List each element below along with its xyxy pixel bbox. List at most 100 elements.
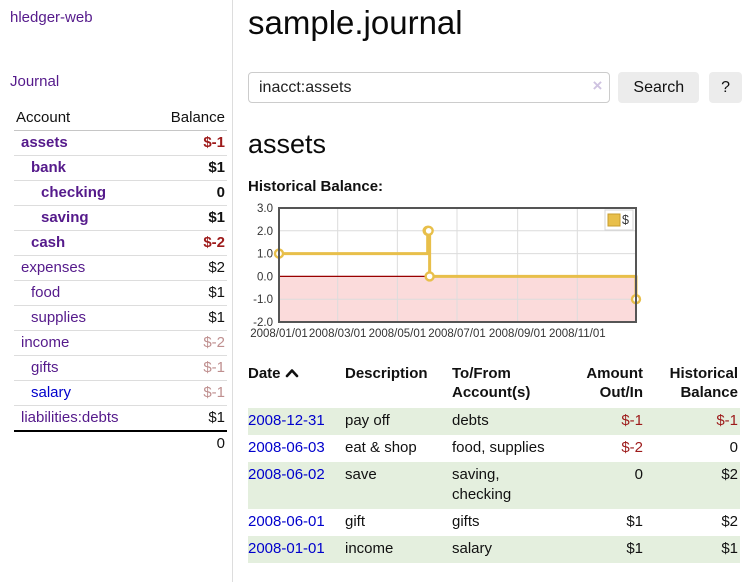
- transaction-description: save: [345, 466, 377, 483]
- register-header-balance: Historical Balance: [669, 365, 738, 401]
- transaction-amount: 0: [634, 466, 643, 483]
- register-header-description: Description: [345, 365, 428, 382]
- account-link-checking[interactable]: checking: [41, 184, 107, 201]
- account-row: bank $1: [14, 156, 227, 181]
- transaction-date-link[interactable]: 2008-12-31: [248, 412, 325, 429]
- register-table: Date Description To/From Account(s) Amou…: [248, 362, 740, 563]
- sidebar-item-journal[interactable]: Journal: [10, 73, 60, 90]
- accounts-total-value: 0: [216, 435, 225, 452]
- transaction-date-link[interactable]: 2008-01-01: [248, 540, 325, 557]
- account-balance: $1: [208, 309, 225, 326]
- sidebar: hledger-web Journal Account Balance asse…: [0, 0, 233, 582]
- transaction-balance: $2: [721, 513, 738, 530]
- account-balance: $-2: [203, 234, 225, 251]
- transaction-accounts: salary: [452, 540, 493, 557]
- x-axis-tick-label: 2008/05/01: [369, 328, 427, 340]
- account-balance: $2: [208, 259, 225, 276]
- x-axis-tick-label: 2008/03/01: [309, 328, 367, 340]
- account-link-bank[interactable]: bank: [31, 159, 67, 176]
- account-link-expenses[interactable]: expenses: [21, 259, 86, 276]
- transaction-balance: $-1: [716, 412, 738, 429]
- transaction-description: gift: [345, 513, 366, 530]
- account-link-cash[interactable]: cash: [31, 234, 66, 251]
- page-title: sample.journal: [248, 4, 463, 41]
- transaction-accounts: saving, checking: [452, 466, 512, 503]
- account-row: cash $-2: [14, 231, 227, 256]
- account-row: supplies $1: [14, 306, 227, 331]
- account-link-gifts[interactable]: gifts: [31, 359, 59, 376]
- transaction-description: income: [345, 540, 394, 557]
- transaction-accounts: food, supplies: [452, 439, 545, 456]
- help-button[interactable]: ?: [709, 72, 742, 103]
- app-title-link[interactable]: hledger-web: [10, 9, 93, 26]
- register-row: 2008-06-03 eat & shop food, supplies $-2 0: [248, 435, 740, 462]
- x-axis-tick-label: 2008/07/01: [428, 328, 486, 340]
- account-balance: $1: [208, 159, 225, 176]
- account-balance: $-1: [203, 359, 225, 376]
- accounts-table-header: Account Balance: [14, 106, 227, 131]
- transaction-date-link[interactable]: 2008-06-03: [248, 439, 325, 456]
- account-link-liabilities-debts[interactable]: liabilities:debts: [21, 409, 119, 426]
- transaction-balance: $2: [721, 466, 738, 483]
- account-link-salary[interactable]: salary: [31, 384, 72, 401]
- transaction-accounts: debts: [452, 412, 489, 429]
- main-content: sample.journal × Search ? assets Histori…: [234, 0, 742, 582]
- account-row: liabilities:debts $1: [14, 406, 227, 432]
- data-point-marker: [424, 271, 435, 282]
- account-row: checking 0: [14, 181, 227, 206]
- y-axis-tick-label: 0.0: [257, 271, 273, 283]
- account-row: salary $-1: [14, 381, 227, 406]
- plot-border: [278, 207, 637, 323]
- account-row: income $-2: [14, 331, 227, 356]
- transaction-amount: $-2: [621, 439, 643, 456]
- y-axis-tick-label: 3.0: [257, 203, 273, 215]
- account-link-assets[interactable]: assets: [21, 134, 68, 151]
- chart-label: Historical Balance:: [248, 178, 384, 195]
- legend-swatch-icon: [607, 213, 621, 227]
- y-axis-tick-label: -2.0: [253, 317, 273, 329]
- clear-search-icon[interactable]: ×: [592, 76, 603, 95]
- transaction-description: pay off: [345, 412, 390, 429]
- y-axis-tick-label: -1.0: [253, 294, 273, 306]
- account-row: gifts $-1: [14, 356, 227, 381]
- register-header-row: Date Description To/From Account(s) Amou…: [248, 362, 740, 408]
- transaction-balance: 0: [729, 439, 738, 456]
- transaction-amount: $1: [626, 540, 643, 557]
- account-balance: $1: [208, 409, 225, 426]
- account-heading: assets: [248, 129, 327, 159]
- account-link-food[interactable]: food: [31, 284, 61, 301]
- account-row: expenses $2: [14, 256, 227, 281]
- register-row: 2008-06-02 save saving, checking 0 $2: [248, 462, 740, 509]
- accounts-table: Account Balance assets $-1 bank $1 checking 0…: [14, 106, 227, 455]
- account-balance: $1: [208, 284, 225, 301]
- register-header-amount: Amount Out/In: [586, 365, 643, 401]
- register-header-date[interactable]: Date: [248, 362, 345, 408]
- sort-ascending-icon: [285, 364, 299, 383]
- search-button[interactable]: Search: [618, 72, 700, 103]
- account-link-supplies[interactable]: supplies: [31, 309, 87, 326]
- search-bar: × Search ?: [248, 72, 742, 103]
- register-row: 2008-06-01 gift gifts $1 $2: [248, 509, 740, 536]
- transaction-date-link[interactable]: 2008-06-02: [248, 466, 325, 483]
- transaction-date-link[interactable]: 2008-06-01: [248, 513, 325, 530]
- search-input[interactable]: [248, 72, 611, 103]
- y-axis-tick-label: 2.0: [257, 226, 273, 238]
- register-row: 2008-01-01 income salary $1 $1: [248, 536, 740, 563]
- register-row: 2008-12-31 pay off debts $-1 $-1: [248, 408, 740, 435]
- data-point-marker: [423, 225, 434, 236]
- transaction-description: eat & shop: [345, 439, 417, 456]
- account-balance: $1: [208, 209, 225, 226]
- account-balance: $-2: [203, 334, 225, 351]
- account-link-saving[interactable]: saving: [41, 209, 89, 226]
- account-link-income[interactable]: income: [21, 334, 70, 351]
- account-row: food $1: [14, 281, 227, 306]
- account-balance: $-1: [203, 384, 225, 401]
- x-axis-tick-label: 2008/09/01: [489, 328, 547, 340]
- x-axis-tick-label: 2008/11/01: [549, 328, 606, 340]
- historical-balance-chart: 3.0 2.0 1.0 0.0 -1.0 -2.0 2008/01/01 2008/03/01…: [248, 201, 742, 343]
- accounts-total-row: 0: [14, 432, 227, 455]
- register-header-accounts: To/From Account(s): [452, 365, 531, 401]
- y-axis-tick-label: 1.0: [257, 249, 273, 261]
- accounts-header-balance: Balance: [170, 109, 225, 126]
